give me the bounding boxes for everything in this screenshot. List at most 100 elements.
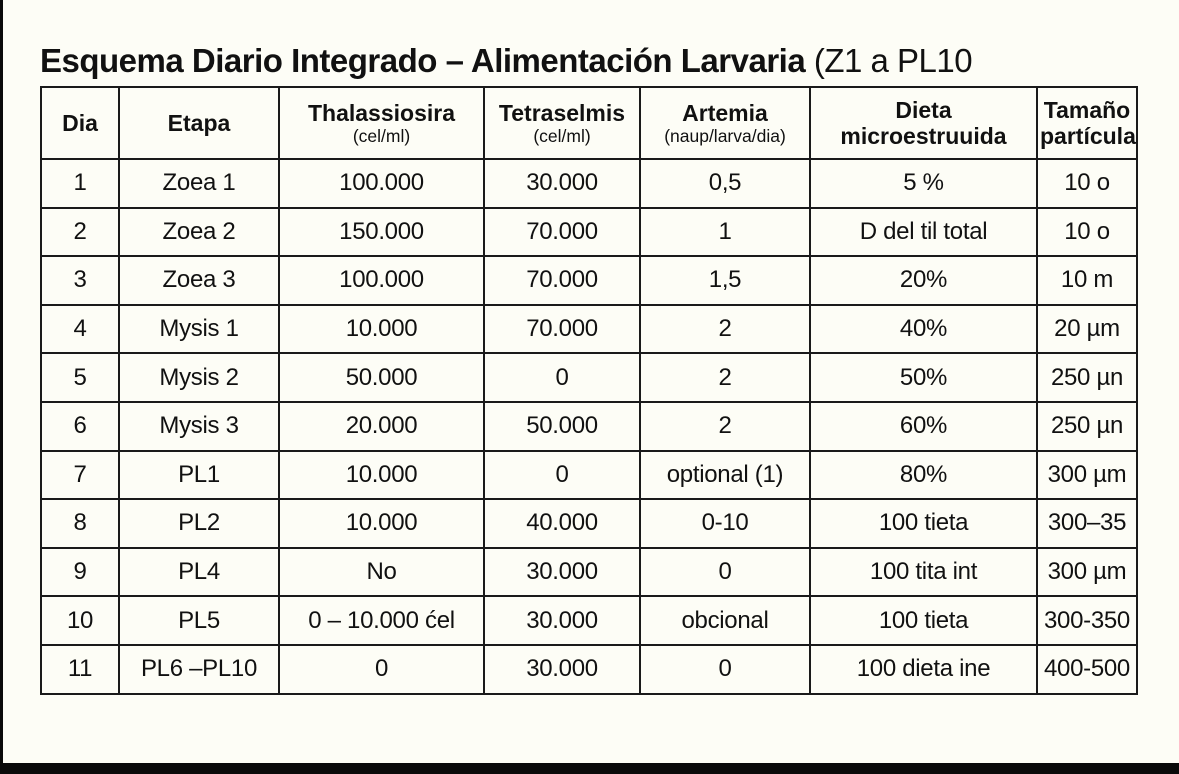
table-cell: obcional <box>639 595 811 646</box>
feeding-table: Dia Etapa Thalassiosira (cel/ml) Tetraselmis… <box>40 86 1138 695</box>
table-cell: 150.000 <box>278 206 485 258</box>
table-cell: 0 <box>278 643 485 695</box>
table-cell: Zoea 3 <box>118 255 280 306</box>
bottom-bar <box>0 763 1179 774</box>
table-cell: 10 m <box>1036 255 1138 306</box>
table-cell: 5 % <box>809 158 1038 209</box>
column-header: Tamaño partícula <box>1036 86 1138 160</box>
table-row: 2 Zoea 2 150.000 70.000 1 D del til total 10 o <box>40 206 1138 258</box>
table-cell: 0 <box>483 352 641 403</box>
table-cell: 2 <box>639 400 811 452</box>
column-header: Artemia (naup/larva/dia) <box>639 86 811 160</box>
table-cell: 10.000 <box>278 449 485 501</box>
table-cell: 0,5 <box>639 158 811 209</box>
table-cell: 50.000 <box>278 352 485 403</box>
table-cell: 3 <box>40 255 120 306</box>
table-cell: 10 <box>40 595 120 646</box>
table-cell: 300–35 <box>1036 498 1138 549</box>
table-cell: 300 µm <box>1036 449 1138 501</box>
table-cell: 2 <box>639 303 811 355</box>
table-cell: 70.000 <box>483 206 641 258</box>
table-cell: 10.000 <box>278 303 485 355</box>
table-cell: 0 <box>639 546 811 598</box>
table-cell: PL1 <box>118 449 280 501</box>
table-row: 10 PL5 0 – 10.000 ćel 30.000 obcional 100 tie… <box>40 595 1138 646</box>
table-cell: 5 <box>40 352 120 403</box>
table-cell: 40.000 <box>483 498 641 549</box>
page-title-suffix: (Z1 a PL10 <box>813 42 973 80</box>
header-row: Dia Etapa Thalassiosira (cel/ml) Tetraselmis… <box>40 86 1138 160</box>
table-cell: PL2 <box>118 498 280 549</box>
table-cell: Zoea 1 <box>118 158 280 209</box>
table-cell: PL6 –PL10 <box>118 643 280 695</box>
table-cell: 50% <box>809 352 1038 403</box>
table-row: 7 PL1 10.000 0 optional (1) 80% 300 µm <box>40 449 1138 501</box>
column-header: Dieta microestruuida <box>809 86 1038 160</box>
column-header: Tetraselmis (cel/ml) <box>483 86 641 160</box>
table-cell: 4 <box>40 303 120 355</box>
page-title: Esquema Diario Integrado – Alimentación … <box>40 42 973 80</box>
table-row: 11 PL6 –PL10 0 30.000 0 100 dieta ine 400-500 <box>40 643 1138 695</box>
table-cell: 10 o <box>1036 158 1138 209</box>
table-cell: 10 o <box>1036 206 1138 258</box>
table-cell: 1 <box>639 206 811 258</box>
table-cell: 30.000 <box>483 158 641 209</box>
table-cell: 30.000 <box>483 546 641 598</box>
table-cell: Mysis 2 <box>118 352 280 403</box>
table-cell: 20 µm <box>1036 303 1138 355</box>
table-cell: 250 µn <box>1036 400 1138 452</box>
table-cell: 100 tieta <box>809 595 1038 646</box>
table-cell: 7 <box>40 449 120 501</box>
table-cell: 100 tita int <box>809 546 1038 598</box>
table-cell: PL5 <box>118 595 280 646</box>
table-cell: 30.000 <box>483 643 641 695</box>
table-cell: 300-350 <box>1036 595 1138 646</box>
table-row: 9 PL4 No 30.000 0 100 tita int 300 µm <box>40 546 1138 598</box>
table-cell: 60% <box>809 400 1038 452</box>
table-row: 1 Zoea 1 100.000 30.000 0,5 5 % 10 o <box>40 158 1138 209</box>
table-cell: 70.000 <box>483 303 641 355</box>
table-cell: 80% <box>809 449 1038 501</box>
table-cell: 1 <box>40 158 120 209</box>
table-cell: 100 dieta ine <box>809 643 1038 695</box>
table-row: 3 Zoea 3 100.000 70.000 1,5 20% 10 m <box>40 255 1138 306</box>
table-cell: 100 tieta <box>809 498 1038 549</box>
table-cell: 400-500 <box>1036 643 1138 695</box>
table-cell: 100.000 <box>278 158 485 209</box>
table-cell: 20% <box>809 255 1038 306</box>
table-cell: 50.000 <box>483 400 641 452</box>
table-header: Dia Etapa Thalassiosira (cel/ml) Tetraselmis… <box>40 86 1138 160</box>
table-cell: No <box>278 546 485 598</box>
table-cell: 0 – 10.000 ćel <box>278 595 485 646</box>
page-title-main: Esquema Diario Integrado – Alimentación … <box>40 42 806 80</box>
table-body: 1 Zoea 1 100.000 30.000 0,5 5 % 10 o 2 Zoea 2 150… <box>40 158 1138 695</box>
table-cell: 9 <box>40 546 120 598</box>
table-cell: 20.000 <box>278 400 485 452</box>
table-cell: optional (1) <box>639 449 811 501</box>
table-cell: 30.000 <box>483 595 641 646</box>
table-row: 8 PL2 10.000 40.000 0-10 100 tieta 300–35 <box>40 498 1138 549</box>
table-cell: Mysis 3 <box>118 400 280 452</box>
table-cell: 40% <box>809 303 1038 355</box>
table-cell: Zoea 2 <box>118 206 280 258</box>
table-cell: 0-10 <box>639 498 811 549</box>
table-cell: 6 <box>40 400 120 452</box>
column-header: Thalassiosira (cel/ml) <box>278 86 485 160</box>
table-cell: 2 <box>40 206 120 258</box>
table-cell: D del til total <box>809 206 1038 258</box>
table-cell: 8 <box>40 498 120 549</box>
table-cell: 10.000 <box>278 498 485 549</box>
table-cell: 11 <box>40 643 120 695</box>
table-cell: 300 µm <box>1036 546 1138 598</box>
table-row: 4 Mysis 1 10.000 70.000 2 40% 20 µm <box>40 303 1138 355</box>
table-cell: Mysis 1 <box>118 303 280 355</box>
column-header: Etapa <box>118 86 280 160</box>
table-row: 5 Mysis 2 50.000 0 2 50% 250 µn <box>40 352 1138 403</box>
table-cell: 100.000 <box>278 255 485 306</box>
table-cell: 0 <box>639 643 811 695</box>
table-row: 6 Mysis 3 20.000 50.000 2 60% 250 µn <box>40 400 1138 452</box>
table-cell: 70.000 <box>483 255 641 306</box>
table-cell: 2 <box>639 352 811 403</box>
table-cell: 0 <box>483 449 641 501</box>
column-header: Dia <box>40 86 120 160</box>
